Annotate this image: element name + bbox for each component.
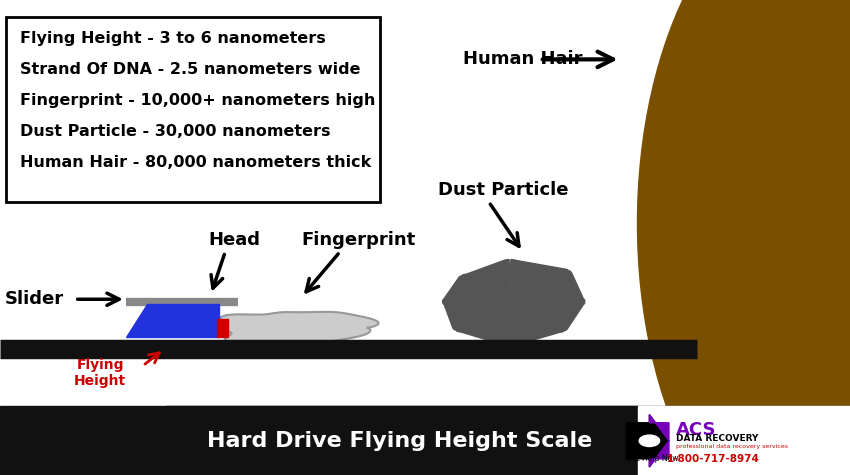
Text: 1-800-717-8974: 1-800-717-8974	[666, 454, 759, 464]
Text: DATA RECOVERY: DATA RECOVERY	[676, 435, 758, 443]
Polygon shape	[649, 415, 669, 441]
Text: Human Hair: Human Hair	[463, 50, 583, 68]
Polygon shape	[210, 312, 378, 344]
Bar	[217, 319, 228, 337]
Text: Slider: Slider	[4, 290, 64, 308]
Polygon shape	[443, 259, 585, 346]
Text: Head: Head	[208, 231, 260, 249]
Bar	[638, 406, 850, 475]
Bar	[166, 406, 638, 475]
Text: ACS: ACS	[676, 421, 717, 439]
Text: professional data recovery services: professional data recovery services	[676, 444, 788, 448]
Text: Fingerprint - 10,000+ nanometers high: Fingerprint - 10,000+ nanometers high	[20, 93, 376, 108]
Polygon shape	[649, 441, 669, 467]
Text: Human Hair - 80,000 nanometers thick: Human Hair - 80,000 nanometers thick	[20, 155, 371, 171]
Text: Hard Drive Flying Height Scale: Hard Drive Flying Height Scale	[207, 431, 592, 451]
Text: Get Help Now:: Get Help Now:	[626, 455, 681, 463]
Text: Fingerprint: Fingerprint	[302, 231, 416, 249]
Text: Dust Particle - 30,000 nanometers: Dust Particle - 30,000 nanometers	[20, 124, 331, 139]
Text: Dust Particle: Dust Particle	[438, 181, 569, 199]
Ellipse shape	[638, 0, 850, 475]
Circle shape	[639, 435, 660, 446]
Text: Strand Of DNA - 2.5 nanometers wide: Strand Of DNA - 2.5 nanometers wide	[20, 62, 361, 77]
Polygon shape	[626, 415, 669, 467]
Polygon shape	[126, 304, 219, 337]
Text: Flying
Height: Flying Height	[74, 358, 127, 388]
FancyBboxPatch shape	[6, 17, 380, 202]
Text: Flying Height - 3 to 6 nanometers: Flying Height - 3 to 6 nanometers	[20, 31, 326, 46]
Text: Platter: Platter	[3, 378, 72, 396]
Bar	[0, 406, 850, 475]
